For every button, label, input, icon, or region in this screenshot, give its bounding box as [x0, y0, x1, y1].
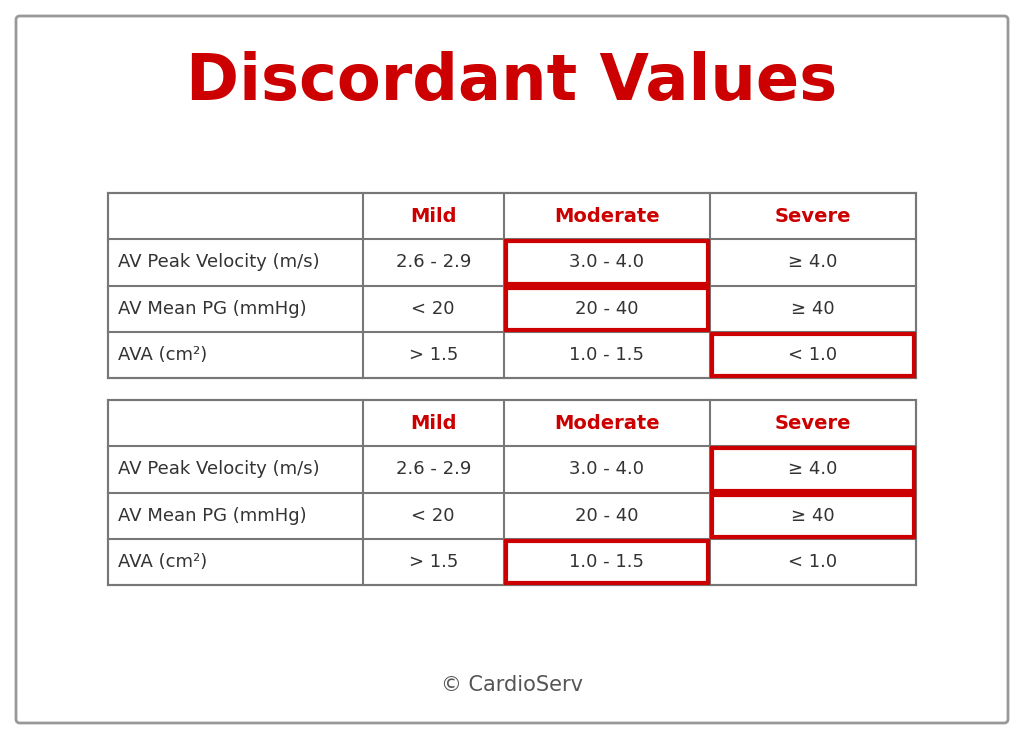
- Text: Discordant Values: Discordant Values: [186, 51, 838, 113]
- Text: 3.0 - 4.0: 3.0 - 4.0: [569, 253, 644, 271]
- Text: 2.6 - 2.9: 2.6 - 2.9: [395, 460, 471, 478]
- Text: AV Mean PG (mmHg): AV Mean PG (mmHg): [118, 299, 306, 318]
- Text: < 20: < 20: [412, 299, 455, 318]
- Text: ≥ 40: ≥ 40: [792, 299, 835, 318]
- Text: AVA (cm²): AVA (cm²): [118, 346, 207, 364]
- Text: ≥ 4.0: ≥ 4.0: [788, 253, 838, 271]
- Text: Severe: Severe: [775, 207, 851, 225]
- Text: AVA (cm²): AVA (cm²): [118, 553, 207, 571]
- FancyBboxPatch shape: [16, 16, 1008, 723]
- Text: Moderate: Moderate: [554, 207, 659, 225]
- Text: ≥ 4.0: ≥ 4.0: [788, 460, 838, 478]
- Text: < 1.0: < 1.0: [788, 346, 838, 364]
- Bar: [506, 541, 708, 583]
- Text: Severe: Severe: [775, 414, 851, 432]
- Bar: [108, 400, 916, 585]
- Bar: [506, 241, 708, 284]
- Text: AV Peak Velocity (m/s): AV Peak Velocity (m/s): [118, 253, 319, 271]
- Text: 20 - 40: 20 - 40: [575, 507, 639, 525]
- Bar: [712, 494, 914, 537]
- Text: Mild: Mild: [410, 207, 457, 225]
- Text: 20 - 40: 20 - 40: [575, 299, 639, 318]
- Text: > 1.5: > 1.5: [409, 346, 458, 364]
- Text: AV Mean PG (mmHg): AV Mean PG (mmHg): [118, 507, 306, 525]
- Text: ≥ 40: ≥ 40: [792, 507, 835, 525]
- Text: 1.0 - 1.5: 1.0 - 1.5: [569, 553, 644, 571]
- Text: < 1.0: < 1.0: [788, 553, 838, 571]
- Text: 1.0 - 1.5: 1.0 - 1.5: [569, 346, 644, 364]
- Text: Moderate: Moderate: [554, 414, 659, 432]
- Text: < 20: < 20: [412, 507, 455, 525]
- Bar: [712, 449, 914, 491]
- Text: AV Peak Velocity (m/s): AV Peak Velocity (m/s): [118, 460, 319, 478]
- Text: Mild: Mild: [410, 414, 457, 432]
- Bar: [506, 287, 708, 330]
- Bar: [712, 334, 914, 376]
- Text: © CardioServ: © CardioServ: [441, 675, 583, 695]
- Text: 3.0 - 4.0: 3.0 - 4.0: [569, 460, 644, 478]
- Text: > 1.5: > 1.5: [409, 553, 458, 571]
- Text: 2.6 - 2.9: 2.6 - 2.9: [395, 253, 471, 271]
- Bar: [108, 193, 916, 378]
